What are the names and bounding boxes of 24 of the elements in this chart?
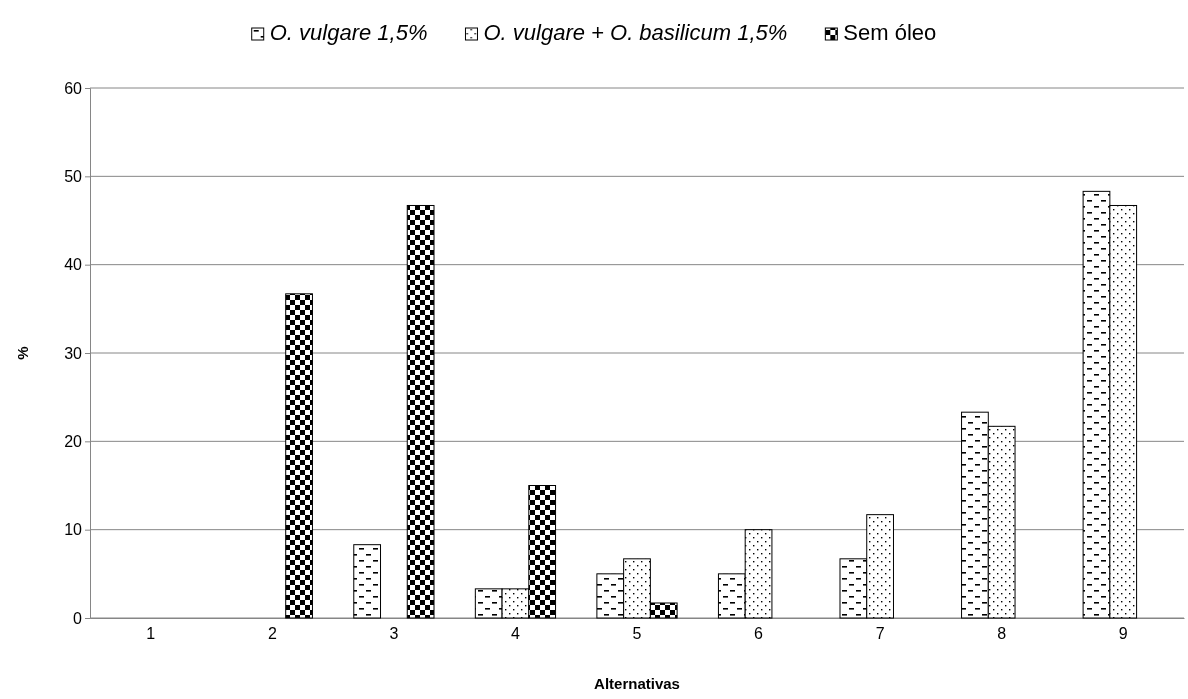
legend-label: O. vulgare + O. basilicum 1,5%	[483, 20, 788, 45]
x-tick-label: 6	[754, 625, 764, 643]
x-tick-label: 7	[875, 625, 885, 643]
x-axis-title: Alternativas	[594, 675, 680, 692]
x-tick-label: 1	[146, 625, 156, 643]
x-tick-label: 8	[997, 625, 1007, 643]
y-tick-label: 30	[64, 344, 83, 362]
y-tick-label: 60	[64, 79, 83, 97]
y-tick-label: 50	[64, 167, 83, 185]
legend-label: O. vulgare 1,5%	[269, 20, 428, 45]
y-tick-label: 20	[64, 432, 83, 450]
x-tick-label: 3	[389, 625, 399, 643]
legend-label: Sem óleo	[843, 20, 937, 45]
y-axis-title: %	[14, 346, 31, 360]
bar	[285, 293, 313, 619]
y-tick-label: 10	[64, 521, 83, 539]
x-tick-label: 2	[267, 625, 277, 643]
x-tick-label: 5	[632, 625, 642, 643]
y-tick-label: 0	[73, 609, 83, 627]
y-tick-label: 40	[64, 256, 83, 274]
bar	[406, 204, 435, 619]
x-tick-label: 9	[1118, 625, 1128, 643]
x-tick-label: 4	[510, 625, 520, 643]
bar	[353, 544, 382, 619]
